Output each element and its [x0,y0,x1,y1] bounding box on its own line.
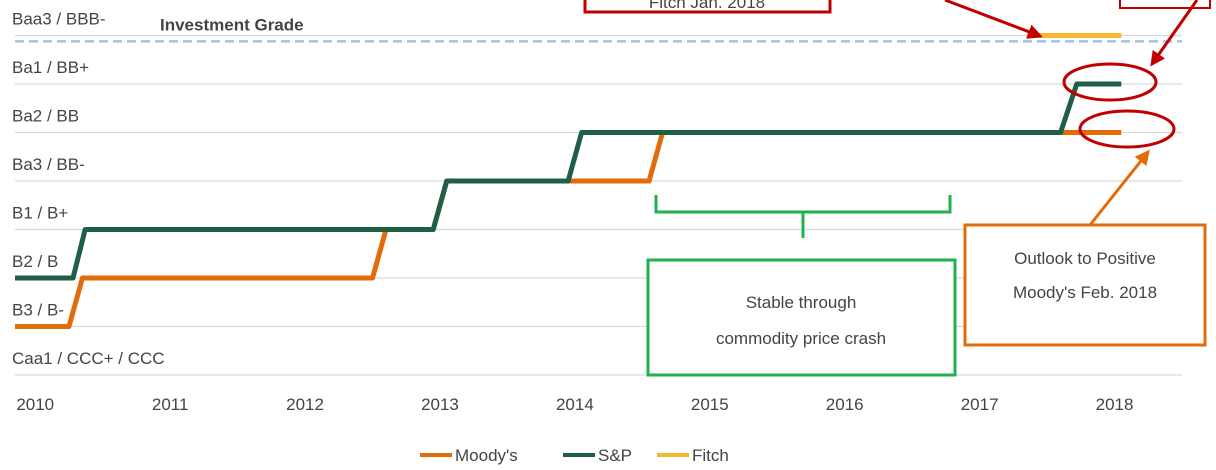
labels: Caa1 / CCC+ / CCC B3 / B- B2 / B B1 / B+ Ba3… [12,10,1133,466]
arrow [944,0,1043,39]
annotation-text: commodity price crash [716,329,886,348]
series-line [15,81,1122,281]
annotation-text: Stable through [746,293,857,312]
legend-label: Moody's [455,446,518,465]
annotation-box [646,258,957,377]
brace [654,195,952,238]
annotation-text: Moody's Feb. 2018 [1013,283,1157,302]
x-tick-label: 2018 [1096,395,1134,414]
x-tick-label: 2017 [961,395,999,414]
x-tick-label: 2016 [826,395,864,414]
annotation-text: Fitch Jan. 2018 [649,0,765,12]
y-tick-label: Ba1 / BB+ [12,58,89,77]
x-tick-label: 2013 [421,395,459,414]
arrow [1088,149,1150,226]
annotation-box [1119,0,1211,9]
annotation-box [583,0,832,14]
legend-label: Fitch [692,446,729,465]
x-tick-label: 2014 [556,395,594,414]
highlight-ellipse [1062,62,1158,102]
highlight-ellipse [1078,109,1176,149]
threshold-label: Investment Grade [160,15,304,34]
annotation-text: Outlook to Positive [1014,249,1156,268]
x-tick-label: 2015 [691,395,729,414]
y-tick-label: Ba2 / BB [12,107,79,126]
y-tick-label: Caa1 / CCC+ / CCC [12,349,165,368]
x-tick-label: 2011 [152,395,189,414]
y-tick-label: Baa3 / BBB- [12,10,106,29]
y-tick-label: Ba3 / BB- [12,155,85,174]
legend-label: S&P [598,446,632,465]
annotation-box [963,223,1207,347]
annotations: Fitch Jan. 2018 Stable through commodity p… [583,0,1211,377]
y-tick-label: B3 / B- [12,301,64,320]
arrow [1150,0,1199,67]
y-tick-label: B1 / B+ [12,204,68,223]
y-tick-label: B2 / B [12,252,58,271]
x-tick-label: 2012 [286,395,324,414]
x-tick-label: 2010 [16,395,54,414]
